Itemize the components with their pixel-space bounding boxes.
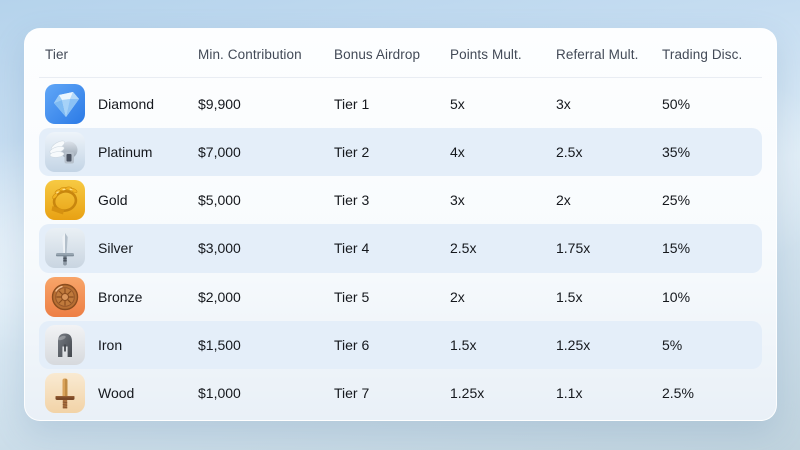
- min-contribution-value: $5,000: [198, 192, 241, 209]
- bronze-shield-icon: [45, 276, 85, 317]
- trading-disc-value: 15%: [662, 240, 691, 257]
- points-mult-value: 4x: [450, 144, 465, 161]
- tier-name: Gold: [98, 192, 128, 209]
- wooden-sword-icon: [45, 372, 85, 413]
- iron-helmet-icon: [45, 324, 85, 365]
- min-contribution-value: $3,000: [198, 240, 241, 257]
- tier-cell: Gold: [45, 180, 198, 221]
- min-contribution-value: $9,900: [198, 96, 241, 113]
- trading-disc-value: 2.5%: [662, 384, 694, 401]
- table-row-platinum: Platinum $7,000 Tier 2 4x 2.5x 35%: [39, 128, 762, 177]
- trading-disc-value: 5%: [662, 336, 683, 353]
- table-row-silver: Silver $3,000 Tier 4 2.5x 1.75x 15%: [39, 224, 762, 273]
- tier-cell: Silver: [45, 228, 198, 269]
- column-header-referral-mult: Referral Mult.: [556, 47, 639, 62]
- tier-table-card: Tier Min. Contribution Bonus Airdrop Poi…: [24, 28, 777, 421]
- tier-name: Iron: [98, 336, 123, 353]
- table-row-bronze: Bronze $2,000 Tier 5 2x 1.5x 10%: [39, 273, 762, 321]
- referral-mult-value: 2x: [556, 192, 571, 209]
- points-mult-value: 5x: [450, 96, 465, 113]
- table-header-row: Tier Min. Contribution Bonus Airdrop Poi…: [39, 29, 762, 78]
- points-mult-value: 3x: [450, 192, 465, 209]
- tier-name: Diamond: [98, 96, 155, 113]
- table-row-iron: Iron $1,500 Tier 6 1.5x 1.25x 5%: [39, 320, 762, 369]
- bonus-airdrop-value: Tier 6: [334, 336, 370, 353]
- min-contribution-value: $7,000: [198, 144, 241, 161]
- bonus-airdrop-value: Tier 7: [334, 384, 370, 401]
- points-mult-value: 1.5x: [450, 336, 477, 353]
- table-row-diamond: Diamond $9,900 Tier 1 5x 3x 50%: [39, 80, 762, 128]
- tier-cell: Bronze: [45, 276, 198, 317]
- column-header-points-mult: Points Mult.: [450, 47, 522, 62]
- trading-disc-value: 10%: [662, 288, 691, 305]
- bonus-airdrop-value: Tier 1: [334, 96, 370, 113]
- column-header-tier: Tier: [45, 47, 69, 62]
- winged-helmet-icon: [45, 132, 85, 173]
- trading-disc-value: 25%: [662, 192, 691, 209]
- points-mult-value: 2.5x: [450, 240, 477, 257]
- tier-name: Bronze: [98, 288, 143, 305]
- tier-name: Silver: [98, 240, 134, 257]
- silver-sword-icon: [45, 228, 85, 269]
- bonus-airdrop-value: Tier 3: [334, 192, 370, 209]
- column-header-bonus-airdrop: Bonus Airdrop: [334, 47, 421, 62]
- referral-mult-value: 2.5x: [556, 144, 583, 161]
- bonus-airdrop-value: Tier 5: [334, 288, 370, 305]
- tier-cell: Platinum: [45, 132, 198, 173]
- referral-mult-value: 3x: [556, 96, 571, 113]
- table-row-gold: Gold $5,000 Tier 3 3x 2x 25%: [39, 176, 762, 224]
- referral-mult-value: 1.25x: [556, 336, 591, 353]
- referral-mult-value: 1.75x: [556, 240, 591, 257]
- min-contribution-value: $2,000: [198, 288, 241, 305]
- trading-disc-value: 50%: [662, 96, 691, 113]
- min-contribution-value: $1,500: [198, 336, 241, 353]
- table-body: Diamond $9,900 Tier 1 5x 3x 50%: [39, 78, 762, 420]
- column-header-min-contribution: Min. Contribution: [198, 47, 302, 62]
- trading-disc-value: 35%: [662, 144, 691, 161]
- points-mult-value: 1.25x: [450, 384, 485, 401]
- bonus-airdrop-value: Tier 4: [334, 240, 370, 257]
- min-contribution-value: $1,000: [198, 384, 241, 401]
- diamond-gem-icon: [45, 84, 85, 125]
- tier-name: Platinum: [98, 144, 153, 161]
- tier-name: Wood: [98, 384, 135, 401]
- referral-mult-value: 1.1x: [556, 384, 583, 401]
- points-mult-value: 2x: [450, 288, 465, 305]
- bonus-airdrop-value: Tier 2: [334, 144, 370, 161]
- column-header-trading-disc: Trading Disc.: [662, 47, 743, 62]
- table-row-wood: Wood $1,000 Tier 7 1.25x 1.1x 2.5%: [39, 369, 762, 417]
- tier-cell: Wood: [45, 372, 198, 413]
- tier-cell: Diamond: [45, 84, 198, 125]
- tier-cell: Iron: [45, 324, 198, 365]
- gold-laurel-icon: [45, 180, 85, 221]
- referral-mult-value: 1.5x: [556, 288, 583, 305]
